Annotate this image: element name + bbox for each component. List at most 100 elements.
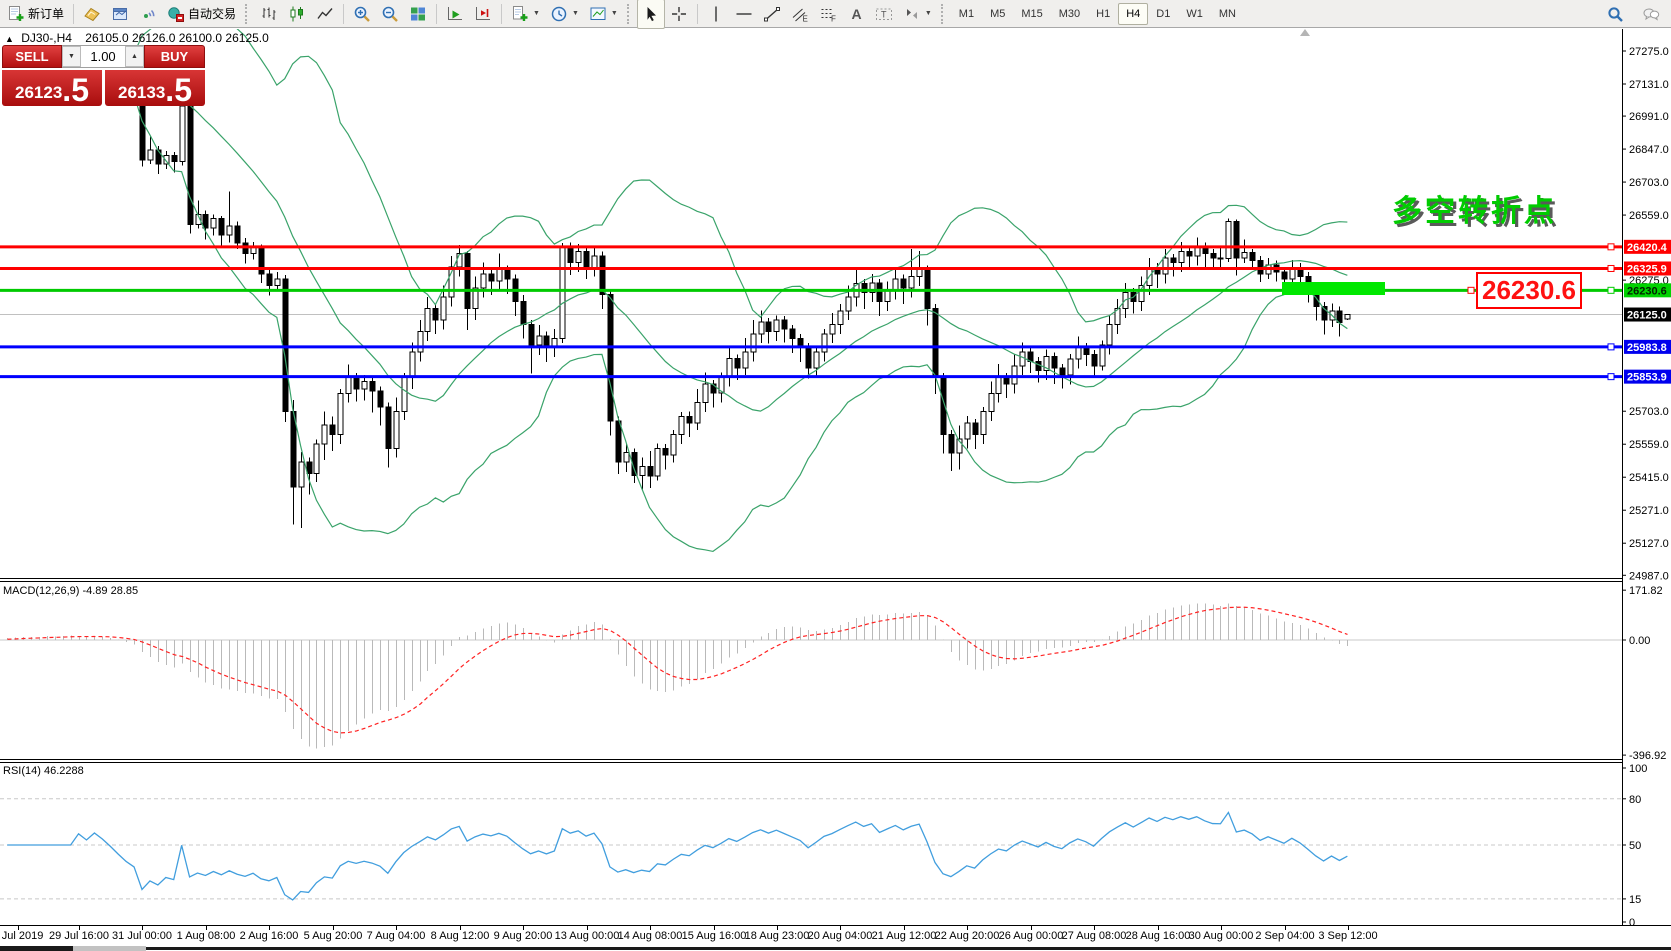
price-callout-box[interactable]: 26230.6 — [1476, 272, 1582, 309]
timeframe-m15-button[interactable]: M15 — [1021, 7, 1043, 20]
svg-text:26847.0: 26847.0 — [1629, 144, 1669, 156]
hline-handle[interactable] — [1607, 264, 1615, 272]
line-chart-button[interactable] — [311, 0, 339, 29]
time-label: 30 Aug 00:00 — [1189, 930, 1254, 942]
time-label: 13 Aug 00:00 — [555, 930, 620, 942]
crosshair-button[interactable] — [665, 0, 693, 29]
bollinger-upper-band — [118, 29, 1348, 323]
signals-button[interactable] — [134, 0, 162, 29]
svg-text:26703.0: 26703.0 — [1629, 177, 1669, 189]
horizontal-line-button[interactable] — [730, 0, 758, 29]
vertical-line-button[interactable] — [702, 0, 730, 29]
autotrading-button-label: 自动交易 — [188, 7, 237, 21]
cursor-button[interactable] — [636, 0, 665, 29]
price-badge-26230.6 — [1624, 283, 1671, 298]
chart-symbol-period: DJ30-,H4 — [21, 31, 72, 45]
toolbar-grip[interactable] — [245, 3, 251, 24]
time-label: 20 Aug 04:00 — [808, 930, 873, 942]
price-badge-26125.0 — [1624, 307, 1671, 322]
scroll-to-end-marker[interactable] — [1300, 29, 1310, 36]
svg-text:25853.9: 25853.9 — [1627, 372, 1667, 384]
bottom-scrollbar-track[interactable] — [0, 946, 73, 951]
timeframe-d1-button[interactable]: D1 — [1156, 7, 1171, 20]
time-label: 9 Aug 20:00 — [494, 930, 553, 942]
hline-handle[interactable] — [1607, 286, 1615, 294]
zoom-out-button[interactable] — [376, 0, 404, 29]
svg-text:100: 100 — [1629, 763, 1647, 775]
callout-anchor-handle[interactable] — [1467, 286, 1475, 294]
dropdown-caret-icon[interactable]: ▼ — [924, 10, 932, 17]
toolbar-grip[interactable] — [940, 3, 947, 24]
hline-handle[interactable] — [1607, 243, 1615, 251]
time-label: 5 Aug 20:00 — [304, 930, 363, 942]
trendline-button[interactable] — [758, 0, 786, 29]
candlestick-chart-icon — [288, 5, 306, 23]
toolbar-separator — [436, 3, 438, 24]
volume-decrease-button[interactable]: ▼ — [62, 46, 82, 67]
main-price-pane[interactable] — [0, 28, 1622, 553]
equidistant-channel-button[interactable]: E — [786, 0, 814, 29]
profiles-button[interactable] — [106, 0, 134, 29]
svg-text:26325.9: 26325.9 — [1627, 263, 1667, 275]
annotation-text[interactable]: 多空转折点 — [1392, 195, 1557, 228]
highlight-rectangle[interactable] — [1282, 282, 1385, 295]
fibonacci-button[interactable]: F — [814, 0, 842, 29]
svg-text:26559.0: 26559.0 — [1629, 210, 1669, 222]
timeframe-h1-button[interactable]: H1 — [1096, 7, 1111, 20]
chart-ohlc-values: 26105.0 26126.0 26100.0 26125.0 — [85, 31, 269, 45]
volume-increase-button[interactable]: ▲ — [125, 46, 145, 67]
auto-scroll-button[interactable] — [441, 0, 469, 29]
tile-windows-button[interactable] — [404, 0, 432, 29]
zoom-in-button[interactable] — [348, 0, 376, 29]
timeframe-mn-button[interactable]: MN — [1218, 7, 1236, 20]
svg-text:26991.0: 26991.0 — [1629, 111, 1669, 123]
templates-button[interactable]: ▼ — [584, 0, 623, 29]
hline-handle[interactable] — [1607, 343, 1615, 351]
arrows-button[interactable]: ▼ — [898, 0, 937, 29]
candlestick-chart-button[interactable] — [283, 0, 311, 29]
text-icon: A — [847, 5, 865, 23]
equidistant-channel-icon: E — [791, 5, 809, 23]
bottom-scrollbar-thumb[interactable] — [73, 946, 146, 951]
timeframe-m5-button[interactable]: M5 — [990, 7, 1006, 20]
quote-panel-collapse-arrow[interactable]: ▲ — [5, 34, 14, 44]
timeframe-w1-button[interactable]: W1 — [1186, 7, 1203, 20]
svg-text:50: 50 — [1629, 840, 1641, 852]
profiles-icon — [111, 5, 129, 23]
chat-button[interactable] — [1637, 0, 1665, 29]
timeframe-h4-button[interactable]: H4 — [1118, 2, 1149, 25]
time-label: 14 Aug 08:00 — [618, 930, 683, 942]
bar-chart-button[interactable] — [255, 0, 283, 29]
line-chart-icon — [316, 5, 334, 23]
sell-button[interactable]: SELL — [2, 45, 63, 68]
text-label-button[interactable]: T — [870, 0, 898, 29]
dropdown-caret-icon[interactable]: ▼ — [533, 10, 540, 17]
svg-text:E: E — [802, 14, 807, 23]
sell-price-dec: .5 — [62, 72, 89, 108]
toolbar-grip[interactable] — [626, 3, 633, 24]
chart-shift-button[interactable] — [469, 0, 497, 29]
new-chart-button[interactable] — [78, 0, 106, 29]
buy-price[interactable]: 26133 .5 — [105, 70, 205, 106]
sell-price[interactable]: 26123 .5 — [2, 70, 102, 106]
svg-text:0.00: 0.00 — [1629, 635, 1650, 647]
svg-text:15: 15 — [1629, 894, 1641, 906]
hline-handle[interactable] — [1607, 373, 1615, 381]
autotrading-button[interactable]: 自动交易 — [162, 0, 241, 29]
new-order-button[interactable]: 新订单 — [2, 0, 69, 29]
timeframe-m30-button[interactable]: M30 — [1058, 7, 1081, 20]
timeframe-m1-button[interactable]: M1 — [958, 7, 975, 20]
dropdown-caret-icon[interactable]: ▼ — [571, 10, 579, 17]
search-button[interactable] — [1601, 0, 1629, 29]
volume-input[interactable] — [81, 46, 126, 67]
chart-canvas[interactable]: 27275.0 27131.0 26991.0 26847.0 26703.0 26559… — [0, 28, 1671, 951]
periods-button[interactable]: ▼ — [545, 0, 584, 29]
dropdown-caret-icon[interactable]: ▼ — [610, 10, 618, 17]
toolbar-separator — [73, 3, 75, 24]
buy-button[interactable]: BUY — [144, 45, 205, 68]
time-label: 21 Aug 12:00 — [872, 930, 937, 942]
svg-text:0: 0 — [1629, 917, 1635, 929]
text-button[interactable]: A — [842, 0, 870, 29]
new-order-button-label: 新订单 — [28, 7, 65, 21]
indicators-button[interactable]: ▼ — [506, 0, 545, 29]
